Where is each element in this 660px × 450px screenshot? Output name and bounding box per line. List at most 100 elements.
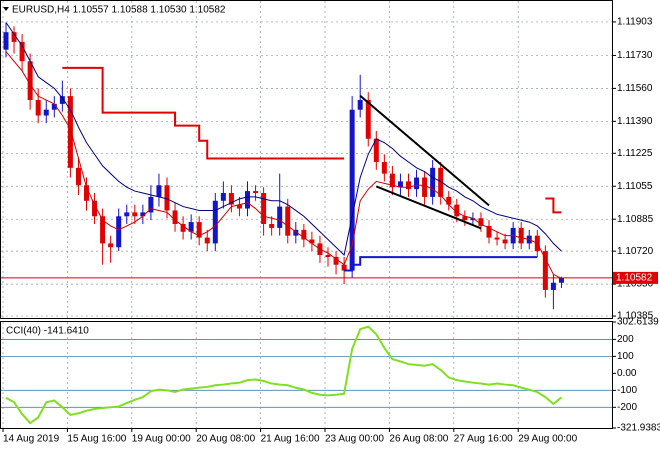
candle-body (43, 109, 49, 116)
candle-body (75, 167, 81, 186)
y-tick-label: 1.10550 (617, 279, 654, 290)
candle-body (414, 177, 420, 190)
cci-title: CCI(40) -141.6410 (6, 326, 89, 337)
candle-body (35, 100, 41, 116)
x-tick-label: 26 Aug 08:00 (389, 434, 448, 445)
candle-body (132, 212, 138, 217)
candle-body (11, 32, 17, 42)
candle-body (172, 210, 178, 225)
candle-body (188, 222, 194, 232)
candle-body (301, 229, 307, 240)
candle-body (67, 96, 73, 168)
candle-body (558, 277, 564, 283)
candle-body (108, 243, 114, 248)
candle-body (245, 191, 250, 209)
candle-body (357, 100, 363, 110)
plot-area (1, 1, 612, 318)
candle-body (406, 181, 411, 190)
candle-body (196, 222, 202, 238)
candle-body (236, 204, 242, 209)
y-tick-label: -321.9383 (617, 423, 660, 434)
candle-body (204, 237, 210, 244)
candle-body (309, 239, 315, 244)
candle-body (92, 200, 98, 217)
candle-body (518, 227, 524, 244)
x-tick-label: 20 Aug 08:00 (196, 434, 255, 445)
x-tick-label: 29 Aug 00:00 (518, 434, 577, 445)
candle-body (542, 251, 548, 290)
candle-body (333, 256, 339, 265)
y-tick-label: 1.11225 (617, 148, 653, 159)
candle-body (349, 109, 355, 271)
y-tick-label: 1.11390 (617, 116, 653, 127)
candle-body (293, 229, 299, 236)
candle-body (462, 216, 468, 221)
candle-body (116, 216, 122, 248)
y-tick-label: 1.11903 (617, 17, 653, 28)
candle-body (494, 237, 500, 240)
trend-line (359, 94, 490, 207)
candle-body (397, 181, 403, 188)
candle-body (156, 185, 162, 197)
candle-body (486, 225, 492, 238)
candle-body (365, 100, 371, 139)
candle-body (220, 193, 226, 201)
x-tick-label: 15 Aug 16:00 (67, 434, 126, 445)
candle-body (389, 173, 395, 188)
indicator-line (5, 51, 562, 279)
y-tick-label: -100 (617, 385, 637, 396)
candle-body (253, 191, 259, 194)
candle-body (3, 32, 9, 50)
candle-body (84, 185, 89, 201)
candle-body (381, 162, 387, 174)
x-tick-label: 14 Aug 2019 (3, 434, 60, 445)
candle-body (180, 224, 186, 232)
y-tick-label: -200 (617, 402, 637, 413)
candle-body (269, 224, 275, 228)
y-tick-label: 1.10385 (617, 311, 654, 322)
candle-body (261, 193, 267, 225)
candle-body (164, 185, 170, 211)
indicator-line (62, 66, 562, 214)
candle-body (550, 282, 556, 290)
menu-arrow[interactable] (3, 7, 9, 11)
y-tick-label: 1.10885 (617, 214, 654, 225)
y-tick-label: 100 (617, 351, 634, 362)
current-price-box (613, 271, 658, 284)
candle-body (478, 218, 484, 226)
candle-body (100, 216, 106, 244)
candle-body (454, 204, 460, 217)
y-tick-label: 302.6139 (617, 317, 659, 328)
candle-body (277, 206, 283, 228)
candle-body (446, 196, 452, 205)
candle-body (285, 206, 291, 236)
candle-body (124, 212, 130, 217)
candle-body (148, 196, 154, 213)
candle-body (341, 264, 347, 271)
candle-body (27, 61, 33, 101)
candle-body (325, 255, 331, 257)
candle-body (422, 177, 428, 197)
trend-line (375, 185, 482, 230)
candle-body (212, 200, 218, 244)
candle-body (430, 167, 436, 197)
candle-body (228, 193, 234, 205)
y-tick-label: 1.10720 (617, 246, 654, 257)
x-tick-label: 23 Aug 00:00 (325, 434, 384, 445)
y-tick-label: 1.11560 (617, 83, 653, 94)
main-panel-border (0, 0, 613, 319)
candle-body (51, 103, 57, 110)
indicator-line (5, 22, 562, 257)
candle-body (140, 212, 146, 217)
cci-line (5, 325, 563, 425)
candle-body (470, 218, 476, 221)
y-tick-label: 1.11055 (617, 181, 653, 192)
x-tick-label: 19 Aug 00:00 (132, 434, 191, 445)
candle-body (502, 239, 508, 244)
indicator-line (344, 256, 538, 272)
candle-body (373, 138, 379, 163)
y-tick-label: 0.00 (617, 368, 637, 379)
cci-panel-border (0, 321, 613, 429)
chart-title: EURUSD,H4 1.10557 1.10588 1.10530 1.1058… (12, 5, 226, 16)
